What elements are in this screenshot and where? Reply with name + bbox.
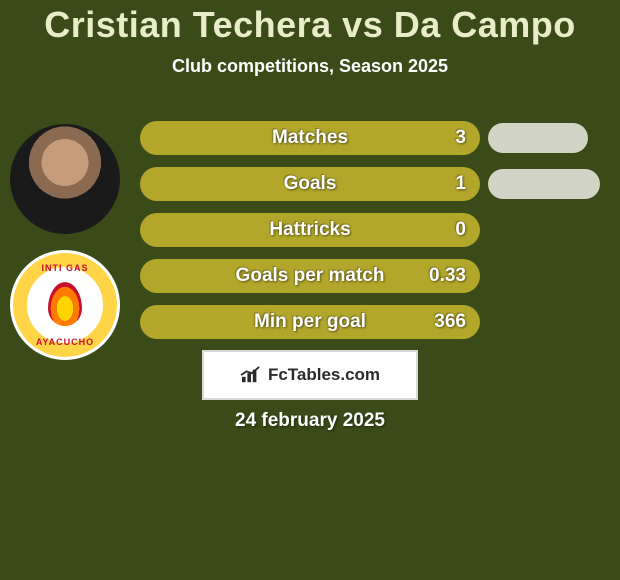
club-badge: INTI GAS AYACUCHO xyxy=(10,250,120,360)
page-subtitle: Club competitions, Season 2025 xyxy=(0,56,620,77)
stat-label: Matches xyxy=(272,127,348,149)
stat-pill-right xyxy=(488,169,600,199)
stat-label: Hattricks xyxy=(269,219,350,241)
stat-bar-left: Goals per match 0.33 xyxy=(140,259,480,293)
comparison-infographic: Cristian Techera vs Da Campo Club compet… xyxy=(0,0,620,580)
stat-bar-left: Min per goal 366 xyxy=(140,305,480,339)
stat-row: Hattricks 0 xyxy=(140,212,610,248)
stat-bar-left: Hattricks 0 xyxy=(140,213,480,247)
stat-bar-left: Goals 1 xyxy=(140,167,480,201)
stat-row: Goals 1 xyxy=(140,166,610,202)
stat-value-left: 366 xyxy=(434,311,466,333)
stat-row: Min per goal 366 xyxy=(140,304,610,340)
page-title: Cristian Techera vs Da Campo xyxy=(0,4,620,46)
stat-rows: Matches 3 Goals 1 Hattricks 0 Goals per match 0… xyxy=(140,120,610,350)
brand-watermark: FcTables.com xyxy=(202,350,418,400)
club-badge-text-top: INTI GAS xyxy=(13,263,117,273)
stat-label: Goals xyxy=(284,173,337,195)
infographic-date: 24 february 2025 xyxy=(0,410,620,432)
stat-label: Min per goal xyxy=(254,311,366,333)
club-badge-text-bottom: AYACUCHO xyxy=(13,337,117,347)
player-avatar xyxy=(10,124,120,234)
brand-chart-icon xyxy=(240,366,262,384)
stat-value-left: 0 xyxy=(455,219,466,241)
stat-value-left: 0.33 xyxy=(429,265,466,287)
club-badge-flame-icon xyxy=(48,282,82,326)
stat-label: Goals per match xyxy=(236,265,385,287)
stat-bar-left: Matches 3 xyxy=(140,121,480,155)
stat-row: Matches 3 xyxy=(140,120,610,156)
stat-row: Goals per match 0.33 xyxy=(140,258,610,294)
stat-value-left: 3 xyxy=(455,127,466,149)
brand-text: FcTables.com xyxy=(268,365,380,385)
stat-value-left: 1 xyxy=(455,173,466,195)
avatar-column: INTI GAS AYACUCHO xyxy=(10,124,130,360)
stat-pill-right xyxy=(488,123,588,153)
